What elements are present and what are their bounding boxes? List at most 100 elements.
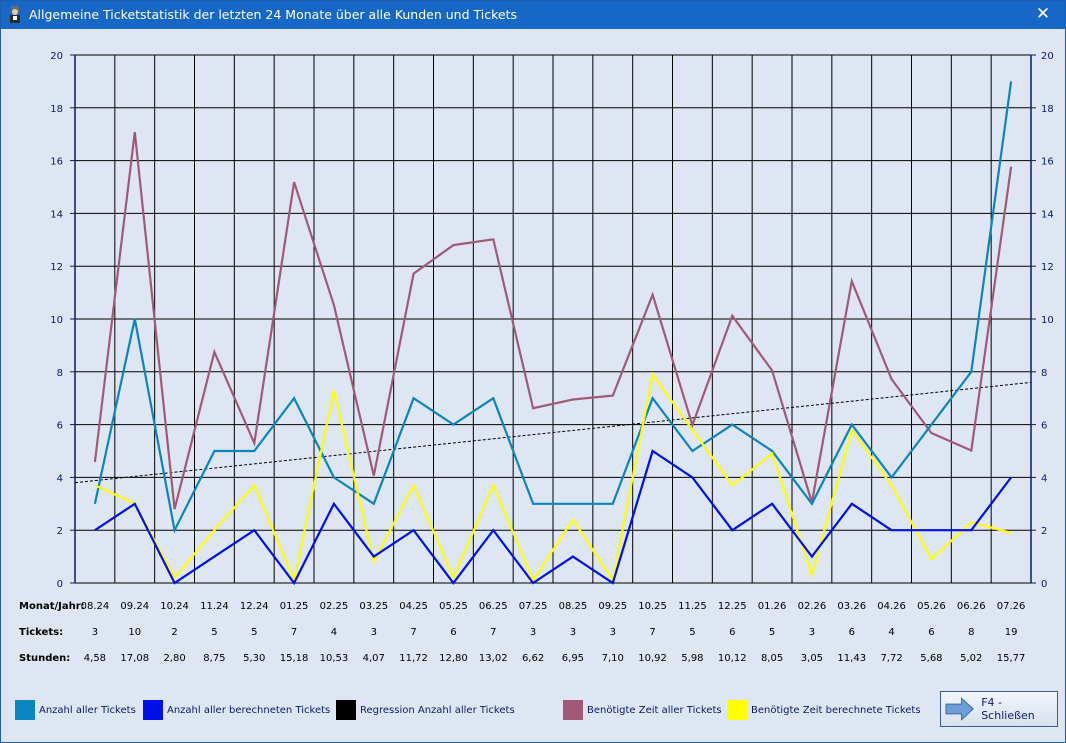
y-tick-label-right: 4 [1041,473,1047,484]
y-tick-label-right: 2 [1041,526,1047,537]
y-tick-label-right: 20 [1041,51,1054,62]
series-line-regression [74,381,1032,484]
y-tick-label-right: 0 [1041,579,1047,590]
y-tick-label-left: 0 [57,579,63,590]
tickets-row-cell: 6 [450,627,456,638]
tickets-row-label: Tickets: [19,627,63,638]
legend-label: Regression Anzahl aller Tickets [360,704,515,716]
month-row-cell: 09.25 [598,601,627,612]
month-row-cell: 09.24 [120,601,149,612]
month-row-cell: 11.25 [678,601,707,612]
legend-swatch [336,700,356,720]
ticket-statistics-chart: 0 0 2 2 4 4 6 6 8 8 10 10 12 12 14 14 16 16 18 18 20 20 Monat/… [19,51,1054,664]
month-row-cell: 12.24 [240,601,269,612]
y-tick-label-left: 2 [57,526,63,537]
close-button[interactable]: F4 - Schließen [940,691,1058,727]
y-tick-label-right: 14 [1041,209,1054,220]
hours-row-cell: 10,92 [638,653,667,664]
month-row-cell: 04.26 [877,601,906,612]
tickets-row-cell: 7 [490,627,496,638]
y-tick-label-left: 14 [50,209,63,220]
legend-swatch [563,700,583,720]
legend-item-time-all: Benötigte Zeit aller Tickets [563,700,722,720]
tickets-row-cell: 4 [888,627,894,638]
hours-row-cell: 15,18 [280,653,309,664]
y-tick-label-left: 8 [57,368,63,379]
tickets-row-cell: 7 [649,627,655,638]
month-row-cell: 04.25 [399,601,428,612]
legend-swatch [727,700,747,720]
tickets-row-cell: 4 [331,627,337,638]
hours-row-cell: 7,10 [602,653,624,664]
y-tick-label-left: 12 [50,262,63,273]
hours-row-cell: 10,53 [320,653,349,664]
legend-item-billed-tickets: Anzahl aller berechneten Tickets [143,700,330,720]
y-tick-label-right: 6 [1041,421,1047,432]
month-row-cell: 06.25 [479,601,508,612]
y-tick-label-left: 20 [50,51,63,62]
series-line-all-tickets [93,81,1013,534]
tickets-row-cell: 3 [371,627,377,638]
legend-item-regression: Regression Anzahl aller Tickets [336,700,515,720]
month-row-cell: 12.25 [718,601,747,612]
month-row-cell: 08.25 [559,601,588,612]
hours-row-cell: 12,80 [439,653,468,664]
hours-row-cell: 6,62 [522,653,544,664]
tickets-row-cell: 6 [849,627,855,638]
series-line-billed-tickets [94,449,1012,586]
arrow-right-icon [945,697,974,721]
month-row-cell: 05.25 [439,601,468,612]
y-tick-label-right: 16 [1041,157,1054,168]
month-row-cell: 05.26 [917,601,946,612]
hours-row-cell: 5,30 [243,653,265,664]
tickets-row-cell: 10 [128,627,141,638]
close-button-label: F4 - Schließen [981,696,1035,722]
tickets-row-cell: 6 [928,627,934,638]
y-tick-label-right: 8 [1041,368,1047,379]
hours-row-cell: 15,77 [997,653,1026,664]
series-line-time-billed [94,371,1012,585]
app-icon [10,6,20,23]
series-line-time-all [93,131,1013,510]
month-row-cell: 07.25 [519,601,548,612]
hours-row-cell: 8,05 [761,653,783,664]
hours-row-cell: 11,43 [837,653,866,664]
tickets-row-cell: 5 [211,627,217,638]
hours-row-cell: 7,72 [880,653,902,664]
y-tick-label-right: 18 [1041,104,1054,115]
legend-label: Benötigte Zeit berechnete Tickets [751,704,921,716]
legend-label: Anzahl aller Tickets [39,704,136,716]
tickets-row-cell: 7 [291,627,297,638]
month-row-cell: 10.25 [638,601,667,612]
tickets-row-cell: 3 [809,627,815,638]
month-row-cell: 01.26 [758,601,787,612]
y-tick-label-left: 16 [50,157,63,168]
legend-swatch [15,700,35,720]
hours-row-label: Stunden: [19,653,70,664]
y-tick-label-right: 12 [1041,262,1054,273]
tickets-row-cell: 3 [570,627,576,638]
legend-label: Benötigte Zeit aller Tickets [587,704,722,716]
y-tick-label-right: 10 [1041,315,1054,326]
hours-row-cell: 5,02 [960,653,982,664]
y-tick-label-left: 18 [50,104,63,115]
hours-row-cell: 5,98 [681,653,703,664]
month-row-label: Monat/Jahr: [19,601,85,612]
month-row-cell: 01.25 [280,601,309,612]
hours-row-cell: 2,80 [163,653,185,664]
month-row-cell: 10.24 [160,601,189,612]
month-row-cell: 02.25 [320,601,349,612]
title-bar: Allgemeine Ticketstatistik der letzten 2… [1,1,1065,29]
tickets-row-cell: 8 [968,627,974,638]
y-tick-label-left: 10 [50,315,63,326]
window-title: Allgemeine Ticketstatistik der letzten 2… [29,7,518,22]
month-row-cell: 07.26 [997,601,1026,612]
hours-row-cell: 3,05 [801,653,823,664]
legend-swatch [143,700,163,720]
close-icon[interactable]: ✕ [1035,4,1051,24]
tickets-row-cell: 7 [410,627,416,638]
month-row-cell: 03.25 [359,601,388,612]
legend-label: Anzahl aller berechneten Tickets [167,704,331,716]
y-tick-label-left: 4 [57,473,63,484]
